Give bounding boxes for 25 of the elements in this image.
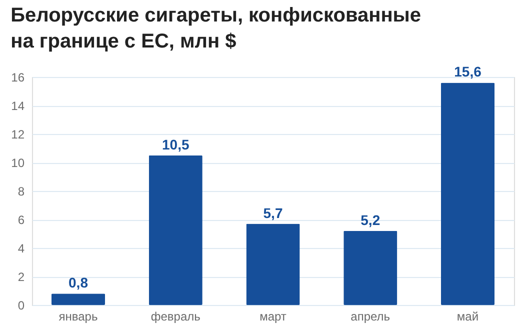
x-tick-label: апрель [350, 310, 390, 324]
bar [148, 155, 202, 305]
bar [344, 230, 398, 305]
y-tick-label: 4 [18, 242, 25, 256]
x-tick-label: февраль [150, 310, 200, 324]
bar [440, 82, 495, 305]
data-label: 15,6 [454, 64, 482, 80]
bar [51, 294, 106, 305]
data-label: 0,8 [68, 274, 88, 291]
y-tick-label: 16 [11, 70, 25, 84]
y-tick-label: 10 [11, 156, 25, 170]
y-tick-label: 14 [11, 99, 25, 113]
y-tick-label: 6 [18, 213, 25, 227]
y-tick-label: 12 [11, 128, 25, 142]
x-tick-label: май [456, 310, 479, 324]
y-tick-label: 2 [18, 270, 25, 284]
y-tick-label: 0 [18, 298, 25, 312]
data-label: 5,7 [263, 204, 283, 221]
y-tick-label: 8 [18, 184, 25, 198]
x-tick-label: январь [58, 310, 98, 324]
chart-title: Белорусские сигареты, конфискованные на границе с ЕС, млн $ [10, 4, 421, 53]
data-label: 5,2 [360, 212, 380, 228]
x-tick-label: март [260, 310, 287, 324]
bar [246, 224, 300, 305]
data-label: 10,5 [162, 136, 190, 152]
